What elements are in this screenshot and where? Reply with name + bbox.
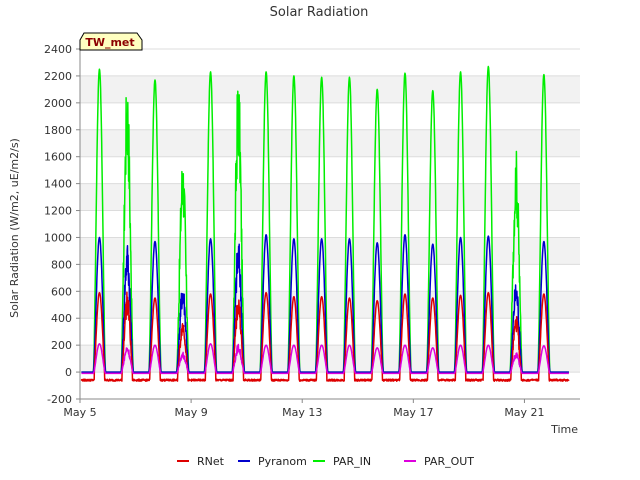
y-tick-label: 0 (65, 366, 72, 379)
y-tick-label: 400 (51, 312, 72, 325)
series-line-rnet (80, 291, 570, 382)
y-tick-label: 1600 (44, 151, 72, 164)
legend-entry: RNet (197, 455, 225, 468)
x-tick-label: May 17 (393, 406, 433, 419)
plot-background (80, 49, 580, 399)
y-tick-label: 600 (51, 285, 72, 298)
y-tick-label: 1200 (44, 205, 72, 218)
series-line-par-out (80, 343, 570, 375)
legend-entry: Pyranom (258, 455, 307, 468)
legend-entry: PAR_OUT (424, 455, 474, 468)
x-axis-label: Time (550, 423, 578, 436)
grid-band (80, 345, 580, 373)
y-tick-label: 2400 (44, 43, 72, 56)
y-tick-label: 1400 (44, 178, 72, 191)
y-axis-label: Solar Radiation (W/m2, uE/m2/s) (8, 138, 21, 318)
y-tick-label: 1800 (44, 124, 72, 137)
badge-shape (79, 32, 143, 51)
y-tick-label: 200 (51, 339, 72, 352)
y-tick-label: 2000 (44, 97, 72, 110)
series-layer (80, 65, 570, 382)
x-tick-label: May 9 (174, 406, 207, 419)
grid-band (80, 129, 580, 157)
y-tick-label: -200 (47, 393, 72, 406)
station-badge: TW_met (79, 32, 143, 51)
x-tick-label: May 5 (63, 406, 96, 419)
grid-band (80, 237, 580, 265)
axes: -200 0 200 400 600 800 1000 1200 1400 1600 1800 200… (44, 43, 580, 419)
legend: RNet Pyranom PAR_IN PAR_OUT (177, 455, 474, 468)
x-tick-label: May 21 (504, 406, 544, 419)
chart-title: Solar Radiation (270, 5, 369, 20)
grid-band (80, 183, 580, 211)
badge-label: TW_met (85, 36, 134, 49)
y-tick-label: 2200 (44, 70, 72, 83)
x-tick-label: May 13 (282, 406, 322, 419)
y-tick-label: 1000 (44, 231, 72, 244)
grid-bands (80, 48, 580, 400)
grid-band (80, 291, 580, 319)
grid-band (80, 75, 580, 103)
legend-entry: PAR_IN (333, 455, 371, 468)
series-line-pyranom (80, 234, 570, 373)
y-tick-label: 800 (51, 258, 72, 271)
